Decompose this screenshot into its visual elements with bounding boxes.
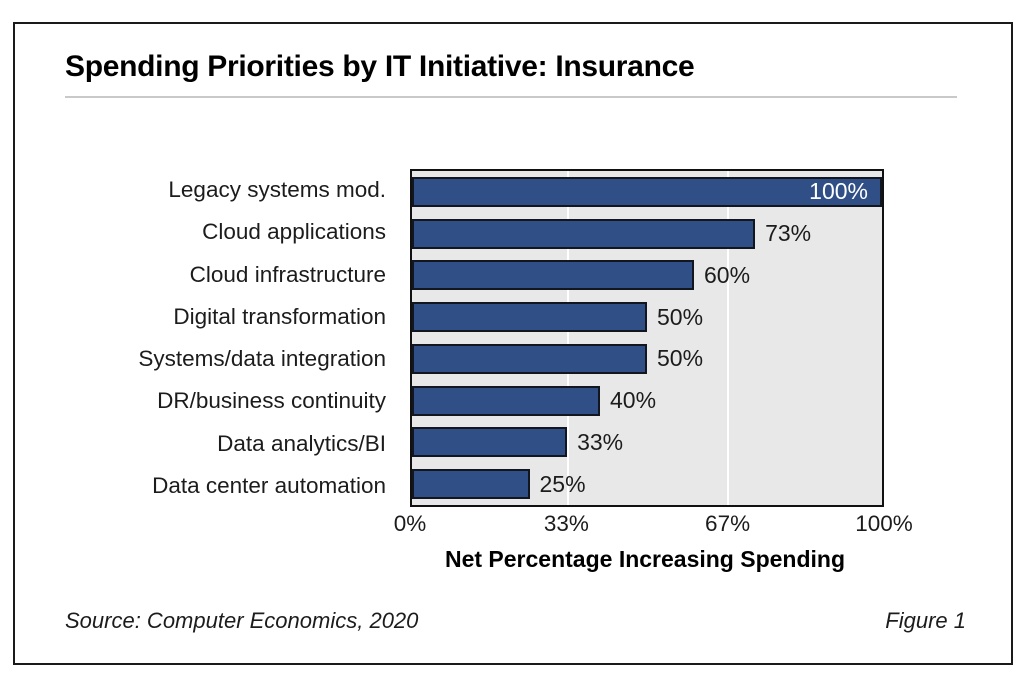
category-label: Data analytics/BI [217,430,386,456]
category-label: Systems/data integration [138,346,386,372]
bar-value-label: 40% [610,387,657,414]
plot-area: 100% 73% 60% 50% 50% 40% 33% 25% [410,169,884,507]
bar-row: 40% [412,380,882,422]
category-label: Data center automation [152,472,386,498]
title-divider [65,96,957,98]
bar[interactable] [412,427,568,458]
bar[interactable] [412,218,756,249]
gridline [726,171,729,505]
x-axis-ticks: 0% 33% 67% 100% [394,511,913,541]
figure-number: Figure 1 [885,608,966,633]
bar-value-label: 25% [539,470,586,497]
x-axis-title: Net Percentage Increasing Spending [444,546,846,572]
bar-row: 50% [412,296,882,338]
bar[interactable]: 100% [412,176,882,207]
category-label: Cloud infrastructure [189,261,386,287]
x-tick-label: 0% [393,511,427,536]
bar[interactable] [412,260,694,291]
bar-value-label: 60% [704,261,751,288]
category-label: Digital transformation [173,303,386,329]
chart-title: Spending Priorities by IT Initiative: In… [65,50,695,83]
category-axis-labels: Legacy systems mod. Cloud applications Clo… [45,169,388,507]
bar-value-label: 100% [809,178,868,205]
bar-value-label: 33% [577,428,624,455]
bar[interactable] [412,469,530,500]
bar-row: 33% [412,422,882,464]
bar-row: 60% [412,255,882,297]
bar-row: 50% [412,338,882,380]
bar-row: 73% [412,213,882,255]
bar[interactable] [412,343,647,374]
bar-row: 25% [412,463,882,505]
x-tick-label: 100% [855,511,913,536]
bar[interactable] [412,385,600,416]
chart-plot-wrapper: Legacy systems mod. Cloud applications Clo… [15,24,1015,667]
x-tick-label: 67% [705,511,751,536]
bar[interactable] [412,302,647,333]
bar-series: 100% 73% 60% 50% 50% 40% 33% 25% [412,171,882,505]
bar-value-label: 73% [765,220,812,247]
bar-row: 100% [412,171,882,213]
gridline [567,171,570,505]
category-label: Cloud applications [202,219,386,245]
figure-card: Spending Priorities by IT Initiative: In… [13,22,1013,665]
category-label: DR/business continuity [157,388,386,414]
category-label: Legacy systems mod. [168,177,386,203]
source-note: Source: Computer Economics, 2020 [65,608,419,633]
x-tick-label: 33% [543,511,589,536]
bar-value-label: 50% [657,345,704,372]
bar-value-label: 50% [657,303,704,330]
